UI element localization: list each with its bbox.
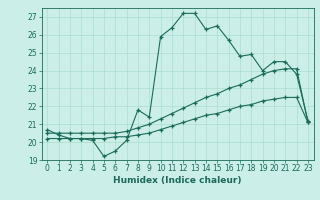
X-axis label: Humidex (Indice chaleur): Humidex (Indice chaleur) [113, 176, 242, 185]
